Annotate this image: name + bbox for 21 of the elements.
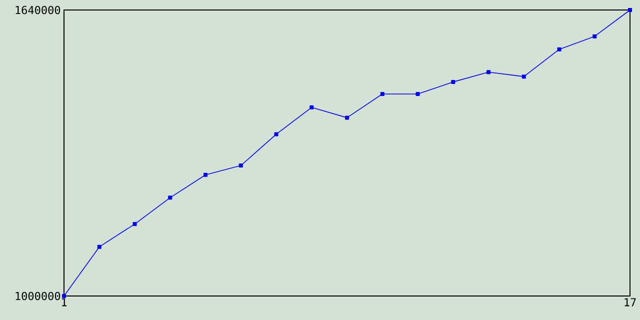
point — [62, 294, 66, 298]
point — [451, 80, 456, 84]
point — [238, 164, 243, 168]
point — [592, 34, 597, 38]
point — [345, 116, 350, 120]
x-tick-label: 1 — [62, 298, 67, 306]
point — [97, 244, 102, 249]
x-tick-label: 17 — [624, 298, 636, 306]
y-tick-label: 1000000 — [16, 292, 60, 300]
point — [486, 70, 491, 74]
point — [416, 92, 420, 96]
point — [168, 196, 172, 200]
point — [380, 92, 384, 96]
point — [274, 132, 278, 136]
point — [310, 105, 314, 110]
y-tick-label: 1640000 — [16, 6, 60, 14]
point — [204, 172, 208, 177]
point — [557, 47, 562, 52]
point — [522, 74, 526, 79]
point — [628, 8, 632, 12]
point — [132, 222, 137, 226]
